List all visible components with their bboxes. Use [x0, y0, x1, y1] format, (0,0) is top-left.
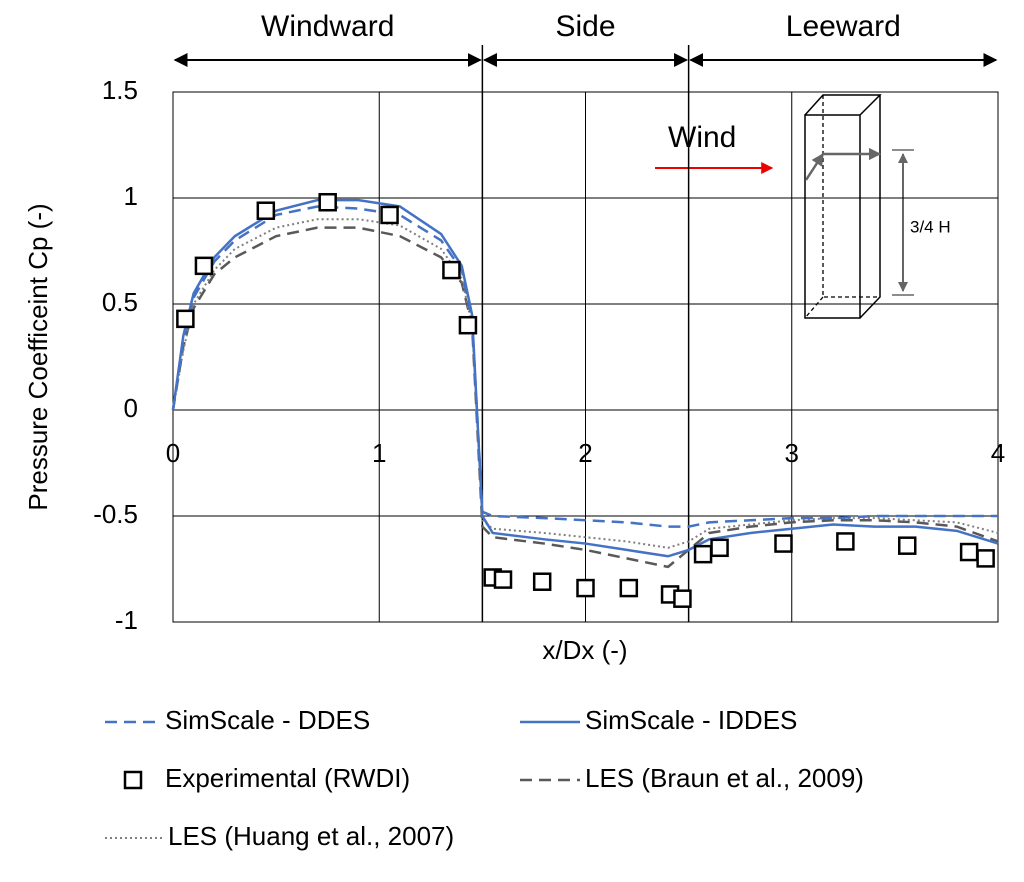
region-label: Leeward — [786, 10, 901, 43]
building-diagram: Wind 3/4 H — [655, 94, 951, 319]
legend-label: SimScale - DDES — [165, 705, 370, 735]
data-point — [194, 256, 214, 276]
legend-label: LES (Braun et al., 2009) — [585, 763, 864, 793]
y-tick-label: -1 — [115, 605, 138, 635]
y-tick-label: -0.5 — [93, 499, 138, 529]
series-line — [171, 205, 998, 528]
legend-label: LES (Huang et al., 2007) — [168, 821, 454, 851]
data-point — [532, 572, 552, 591]
x-tick-label: 2 — [578, 438, 592, 468]
x-tick-label: 1 — [372, 438, 386, 468]
data-point — [256, 201, 276, 220]
series-line — [171, 198, 999, 558]
region-label: Side — [555, 10, 615, 43]
data-point — [458, 315, 478, 335]
y-tick-label: 1 — [124, 181, 138, 211]
region-label: Windward — [261, 10, 394, 43]
height-label: 3/4 H — [910, 217, 951, 236]
legend-label: SimScale - IDDES — [585, 705, 797, 735]
data-point — [318, 192, 337, 212]
legend-marker — [123, 770, 143, 790]
data-point — [619, 578, 639, 598]
legend-label: Experimental (RWDI) — [165, 763, 410, 793]
data-point — [693, 544, 713, 564]
data-point — [836, 532, 855, 551]
x-axis-label: x/Dx (-) — [542, 635, 627, 665]
series-line — [172, 218, 999, 549]
wind-label: Wind — [668, 121, 736, 154]
x-tick-label: 3 — [785, 438, 799, 468]
data-point — [493, 570, 513, 589]
y-tick-label: 1.5 — [102, 75, 138, 105]
data-point — [673, 589, 692, 608]
data-point — [959, 542, 979, 562]
data-point — [176, 309, 195, 329]
data-point — [710, 538, 729, 558]
data-point — [442, 260, 461, 280]
y-axis-label: Pressure Coefficeint Cp (-) — [23, 203, 53, 510]
y-tick-label: 0.5 — [102, 287, 138, 317]
data-point — [380, 205, 399, 225]
plot-frame — [172, 91, 999, 623]
data-point — [898, 536, 917, 555]
data-point — [976, 549, 995, 568]
data-point — [774, 534, 793, 553]
y-tick-label: 0 — [124, 393, 138, 423]
data-point — [576, 578, 595, 598]
